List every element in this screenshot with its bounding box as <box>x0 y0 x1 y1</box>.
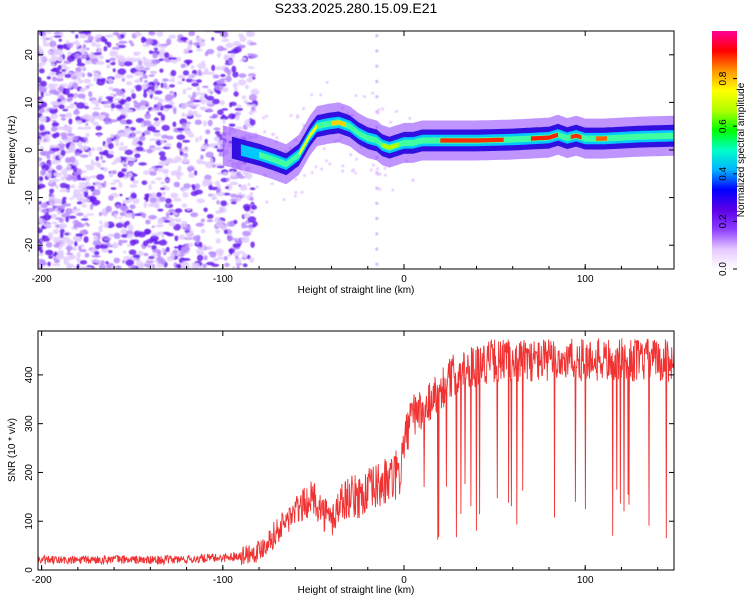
x-tick-label: -200 <box>32 274 52 285</box>
colorbar-tick-label: 0.8 <box>718 71 729 85</box>
y-tick-label: 300 <box>24 415 35 432</box>
ridge-peak <box>298 124 317 157</box>
spectrogram-ridge <box>222 102 674 185</box>
y-tick-label: 0 <box>24 567 35 573</box>
snr-ylabel: SNR (10 * v/v) <box>7 418 18 482</box>
colorbar-tick-label: 0.0 <box>718 262 729 276</box>
x-tick-label: 100 <box>577 274 594 285</box>
snr-frame <box>37 330 675 571</box>
y-tick-label: 10 <box>24 96 35 108</box>
y-tick-label: 100 <box>24 512 35 529</box>
x-tick-label: 0 <box>401 575 407 586</box>
ridge-peak <box>331 120 346 128</box>
ridge-peak <box>382 142 399 150</box>
snr-marks <box>38 338 674 566</box>
spectrogram-ylabel: Frequency (Hz) <box>7 116 18 185</box>
y-tick-label: 400 <box>24 366 35 383</box>
colorbar-ticks: 0.0 0.2 0.4 0.6 0.8 <box>718 71 737 276</box>
y-tick-label: -20 <box>24 238 35 253</box>
snr-series-line <box>38 338 674 566</box>
colorbar-tick-label: 0.6 <box>718 119 729 133</box>
ridge-peak <box>596 136 607 141</box>
snr-xlabel: Height of straight line (km) <box>298 585 415 596</box>
colorbar-tick-label: 0.4 <box>718 166 729 180</box>
figure-title: S233.2025.280.15.09.E21 <box>275 0 438 16</box>
x-tick-label: 0 <box>401 274 407 285</box>
ridge-peak <box>440 137 504 143</box>
y-tick-label: 200 <box>24 464 35 481</box>
colorbar-tick-label: 0.2 <box>718 214 729 228</box>
y-tick-label: 20 <box>24 49 35 61</box>
colorbar-label: Normalized spectral amplitude <box>736 82 747 217</box>
spectrogram-xlabel: Height of straight line (km) <box>298 285 415 296</box>
x-tick-label: -200 <box>32 575 52 586</box>
colorbar-gradient <box>712 31 737 269</box>
ridge-peak <box>530 132 558 141</box>
y-tick-label: 0 <box>24 147 35 153</box>
ridge-peak <box>570 133 582 140</box>
x-tick-label: 100 <box>577 575 594 586</box>
ridge-band-inner <box>259 119 674 168</box>
colorbar: 0.0 0.2 0.4 0.6 0.8 Normalized spectral ampl… <box>712 31 747 276</box>
x-tick-label: -100 <box>213 575 233 586</box>
snr-ticks: -200 -100 0 100 0 100 200 300 400 <box>24 331 674 586</box>
y-tick-label: -10 <box>24 190 35 205</box>
spectrogram-marks <box>38 31 674 269</box>
x-tick-label: -100 <box>213 274 233 285</box>
snr-panel: -200 -100 0 100 0 100 200 300 400 Height of stra… <box>7 330 675 596</box>
